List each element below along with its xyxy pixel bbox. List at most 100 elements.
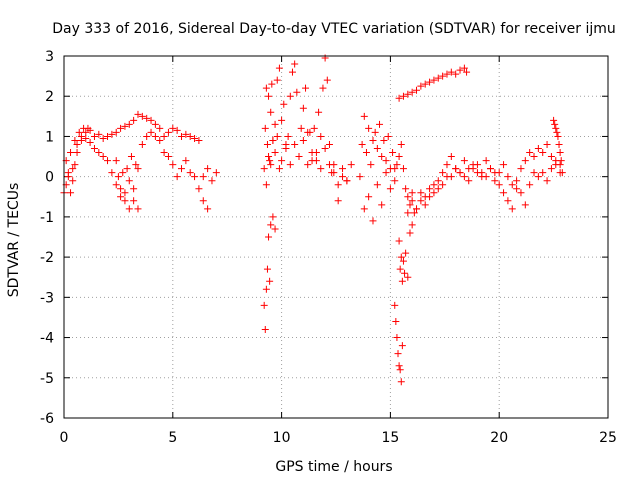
data-point: [347, 161, 355, 169]
data-point: [269, 136, 277, 144]
data-point: [195, 185, 203, 193]
x-tick-label: 0: [60, 430, 69, 446]
data-point: [117, 124, 125, 132]
data-point: [434, 185, 442, 193]
y-tick-label: 2: [45, 89, 54, 105]
data-point: [360, 112, 368, 120]
data-point: [291, 140, 299, 148]
data-point: [195, 136, 203, 144]
data-point: [191, 173, 199, 181]
data-point: [271, 225, 279, 233]
data-point: [373, 181, 381, 189]
data-point: [186, 132, 194, 140]
data-point: [134, 110, 142, 118]
data-point: [95, 149, 103, 157]
data-point: [478, 173, 486, 181]
data-point: [395, 153, 403, 161]
data-point: [456, 66, 464, 74]
data-point: [397, 378, 405, 386]
data-point: [204, 165, 212, 173]
data-point: [291, 60, 299, 68]
data-point: [299, 104, 307, 112]
data-point: [130, 116, 138, 124]
data-point: [465, 177, 473, 185]
data-point: [151, 120, 159, 128]
data-point: [86, 138, 94, 146]
data-point: [304, 128, 312, 136]
data-point: [73, 149, 81, 157]
data-point: [395, 237, 403, 245]
grid: [64, 56, 608, 418]
data-point: [508, 205, 516, 213]
data-point: [143, 132, 151, 140]
data-point: [182, 130, 190, 138]
data-point: [134, 165, 142, 173]
data-point: [426, 193, 434, 201]
data-point: [112, 157, 120, 165]
data-point: [108, 169, 116, 177]
y-tick-label: -6: [40, 411, 54, 427]
data-point: [434, 74, 442, 82]
data-point: [495, 169, 503, 177]
data-point: [143, 114, 151, 122]
data-point: [173, 173, 181, 181]
data-point: [261, 326, 269, 334]
data-point: [392, 317, 400, 325]
data-point: [404, 193, 412, 201]
data-point: [491, 177, 499, 185]
chart-title: Day 333 of 2016, Sidereal Day-to-day VTE…: [52, 21, 616, 37]
data-points: [60, 54, 566, 386]
data-point: [417, 189, 425, 197]
data-point: [408, 221, 416, 229]
data-point: [339, 165, 347, 173]
data-point: [539, 149, 547, 157]
data-point: [460, 64, 468, 72]
data-point: [417, 82, 425, 90]
data-point: [278, 157, 286, 165]
data-point: [130, 197, 138, 205]
data-point: [393, 161, 401, 169]
data-point: [208, 177, 216, 185]
data-point: [408, 88, 416, 96]
data-point: [402, 249, 410, 257]
data-point: [151, 132, 159, 140]
data-point: [391, 165, 399, 173]
data-point: [121, 197, 129, 205]
data-point: [330, 169, 338, 177]
data-point: [82, 128, 90, 136]
y-tick-label: -4: [40, 331, 54, 347]
data-point: [121, 122, 129, 130]
data-point: [439, 169, 447, 177]
data-point: [317, 165, 325, 173]
data-point: [302, 84, 310, 92]
data-point: [130, 185, 138, 193]
data-point: [434, 177, 442, 185]
data-point: [117, 193, 125, 201]
data-point: [443, 70, 451, 78]
data-point: [64, 169, 72, 177]
data-point: [365, 193, 373, 201]
data-point: [396, 366, 404, 374]
data-point: [399, 92, 407, 100]
data-point: [500, 189, 508, 197]
data-point: [268, 80, 276, 88]
data-point: [404, 209, 412, 217]
data-point: [380, 136, 388, 144]
y-tick-label: 3: [45, 49, 54, 65]
data-point: [69, 177, 77, 185]
data-point: [99, 134, 107, 142]
data-point: [71, 161, 79, 169]
data-point: [304, 161, 312, 169]
data-point: [547, 165, 555, 173]
data-point: [430, 181, 438, 189]
data-point: [386, 185, 394, 193]
data-point: [199, 173, 207, 181]
data-point: [269, 213, 277, 221]
data-point: [295, 153, 303, 161]
data-point: [293, 88, 301, 96]
data-point: [263, 140, 271, 148]
data-point: [394, 350, 402, 358]
data-point: [323, 76, 331, 84]
data-point: [125, 205, 133, 213]
data-point: [263, 265, 271, 273]
